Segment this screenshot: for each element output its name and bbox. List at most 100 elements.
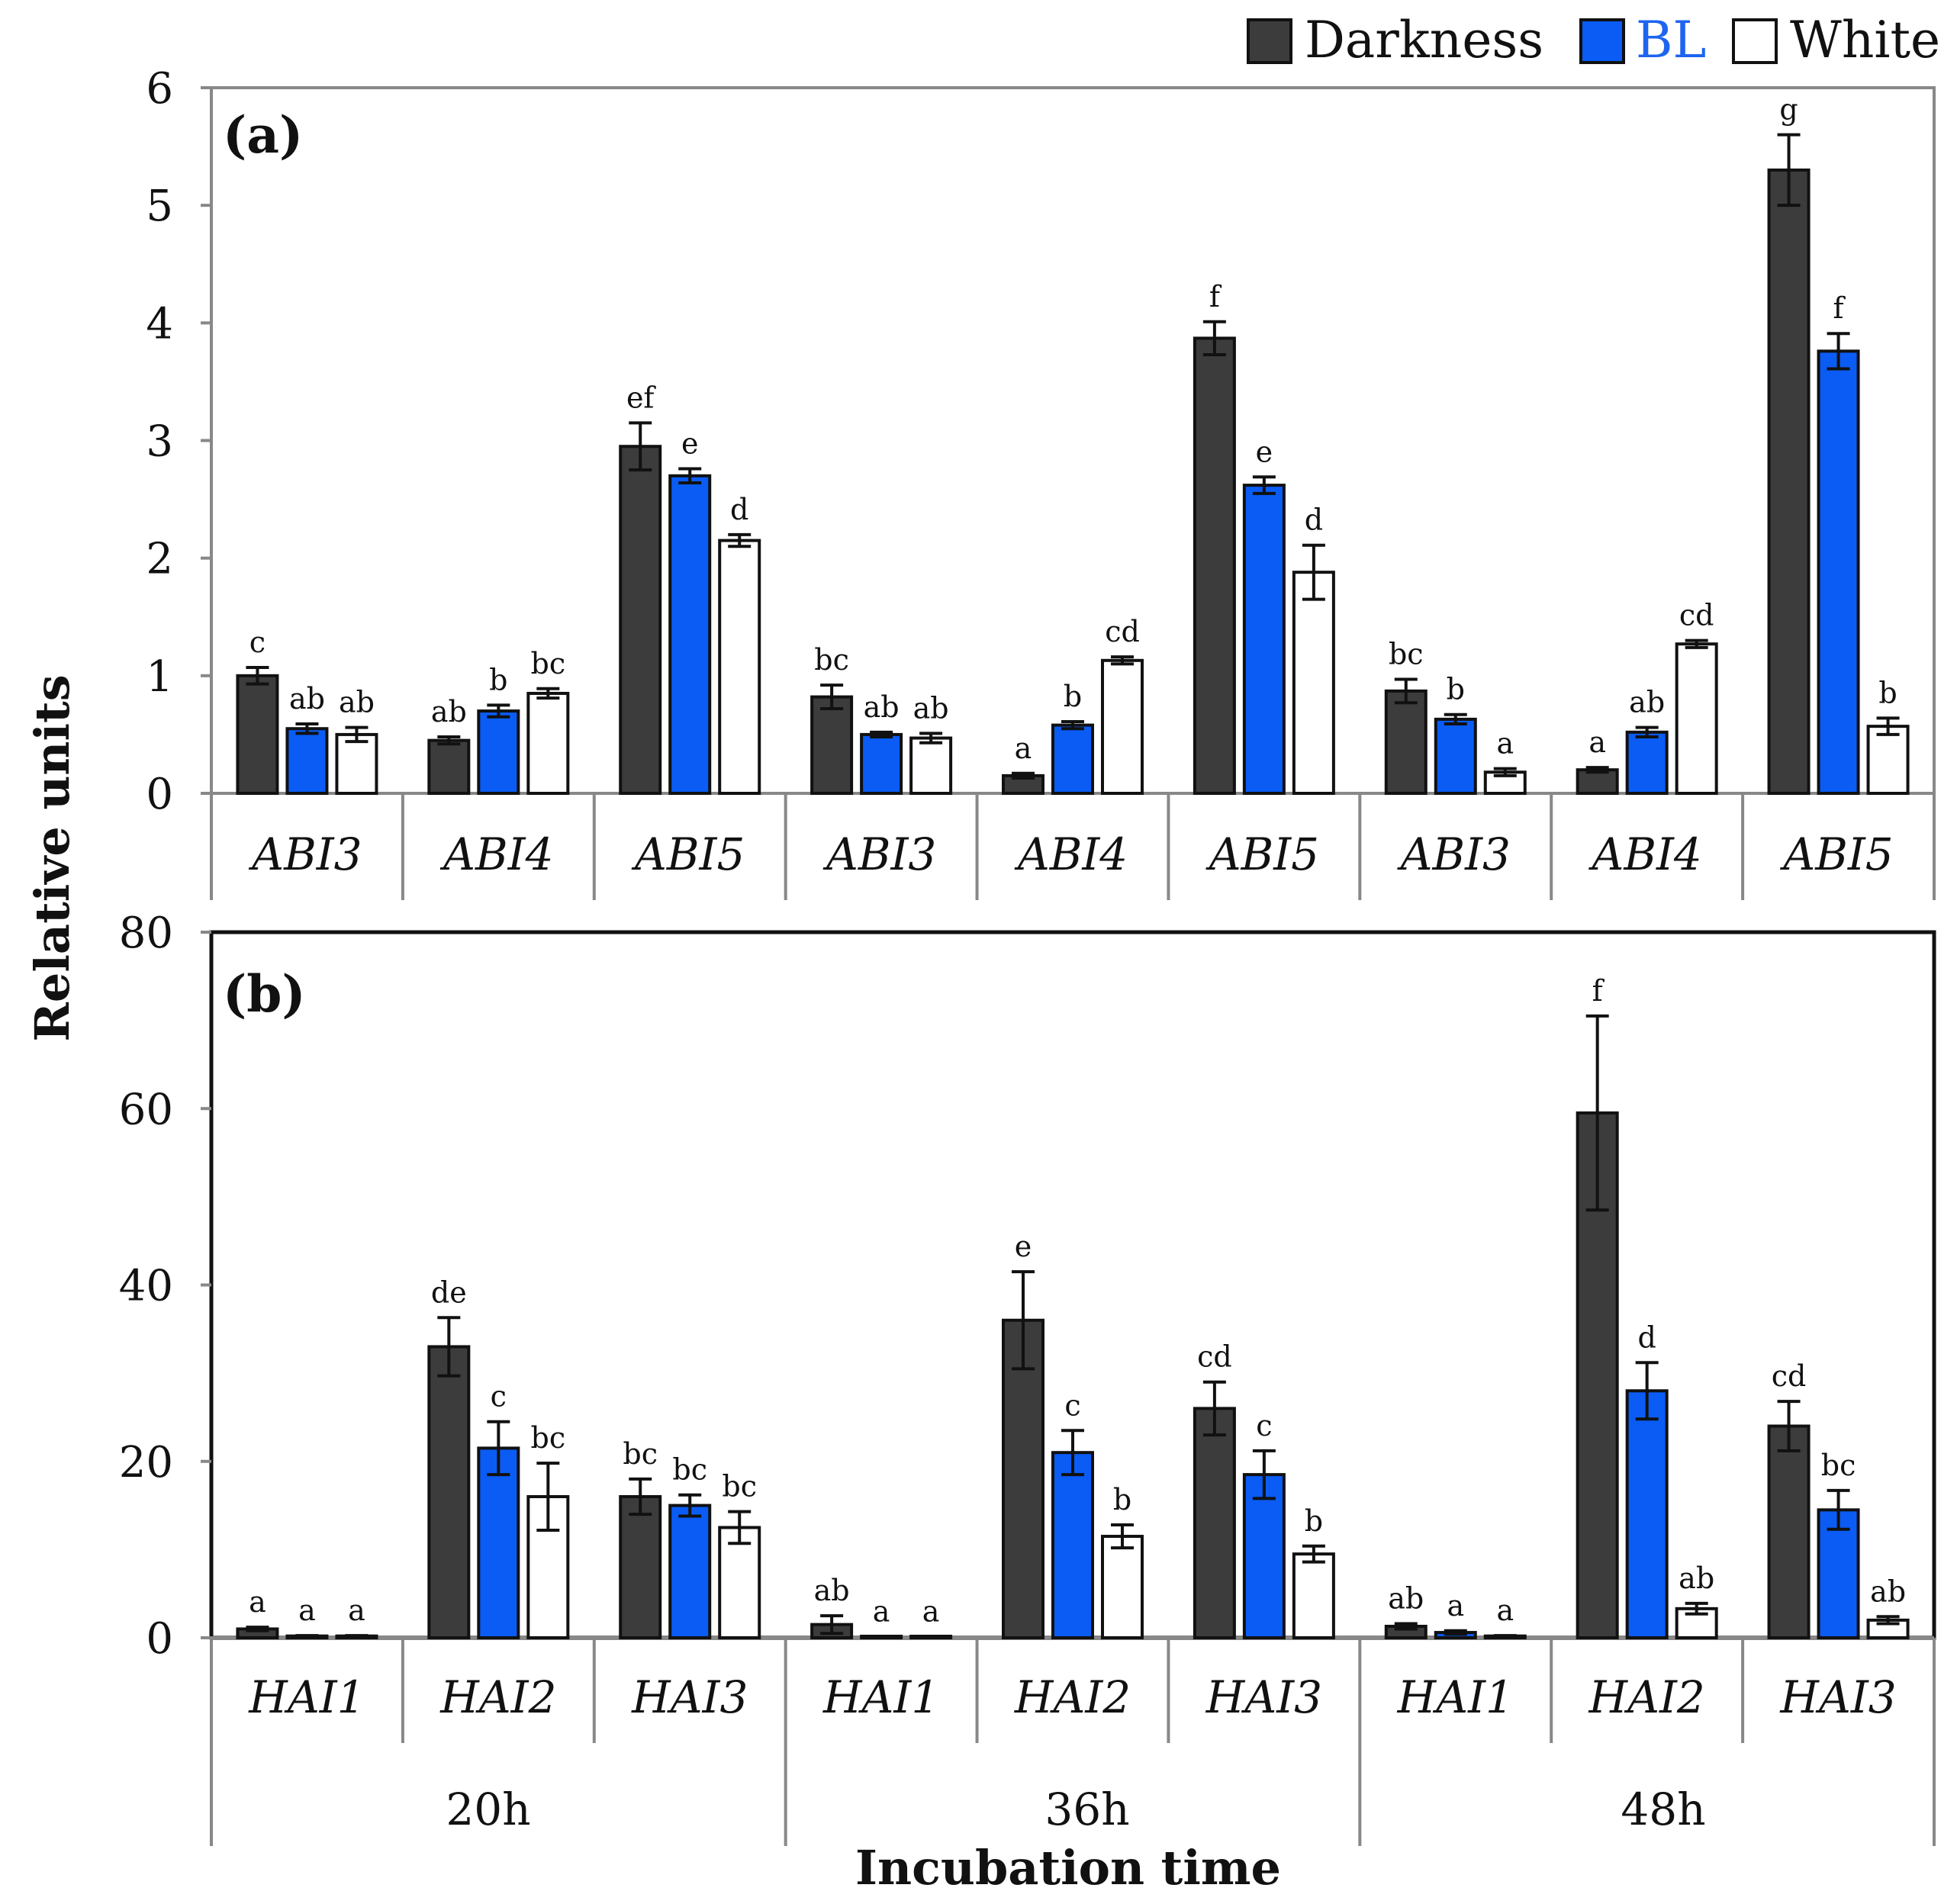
significance-letter: a: [1015, 732, 1032, 765]
y-tick-label: 80: [119, 909, 173, 958]
significance-letter: c: [491, 1380, 507, 1414]
legend: Darkness BL White: [1247, 11, 1940, 69]
significance-letter: a: [348, 1594, 365, 1627]
bar-darkness: [1384, 689, 1428, 795]
significance-letter: ab: [1629, 686, 1665, 719]
significance-letter: ab: [1870, 1574, 1906, 1608]
significance-letter: f: [1833, 291, 1846, 325]
bar-bl: [477, 1446, 520, 1639]
panel-a-gene-labels: ABI3 ABI4 ABI5 ABI3 ABI4 ABI5 ABI3 ABI4 ABI5: [248, 828, 1893, 880]
significance-letter: a: [922, 1594, 940, 1628]
y-tick-label: 0: [146, 1614, 173, 1664]
significance-letter: d: [730, 493, 748, 526]
bar-darkness: [236, 674, 279, 795]
bar-bl: [860, 732, 903, 796]
significance-letter: b: [1878, 676, 1897, 709]
bar-bl: [1625, 730, 1669, 795]
significance-letter: bc: [623, 1437, 658, 1471]
legend-label-bl: BL: [1636, 11, 1706, 69]
bar-white: [335, 732, 378, 796]
significance-letter: a: [1588, 725, 1606, 759]
gene-label: ABI4: [439, 828, 553, 880]
significance-letter: cd: [1105, 615, 1140, 648]
time-group-48h: 48h: [1621, 1783, 1705, 1835]
y-tick-label: 60: [119, 1085, 173, 1134]
gene-label: HAI1: [822, 1671, 939, 1723]
significance-letter: f: [1592, 974, 1605, 1008]
significance-letter: bc: [814, 643, 849, 677]
significance-letter: bc: [1821, 1449, 1856, 1482]
legend-swatch-bl: [1579, 18, 1625, 64]
gene-label: HAI3: [1779, 1671, 1896, 1723]
y-tick-label: 2: [146, 535, 173, 584]
gene-label: ABI4: [1588, 828, 1702, 880]
bar-white: [1866, 725, 1910, 795]
significance-letter: c: [1064, 1388, 1080, 1422]
significance-letter: e: [1256, 435, 1273, 468]
y-tick-label: 40: [119, 1262, 173, 1311]
gene-label: HAI2: [439, 1671, 556, 1723]
significance-letter: bc: [1389, 637, 1424, 671]
legend-label-darkness: Darkness: [1305, 11, 1543, 69]
bar-bl: [1242, 1473, 1286, 1639]
significance-letter: ab: [431, 695, 467, 728]
bar-darkness: [1193, 336, 1236, 795]
significance-letter: a: [1496, 727, 1514, 761]
time-group-36h: 36h: [1044, 1783, 1129, 1835]
significance-letter: ab: [1679, 1561, 1714, 1595]
significance-letter: bc: [531, 1421, 566, 1455]
significance-letter: ab: [864, 690, 900, 724]
gene-label: ABI3: [248, 828, 362, 880]
legend-swatch-darkness: [1247, 18, 1292, 64]
bar-white: [718, 539, 761, 796]
bar-darkness: [1002, 1318, 1044, 1639]
bar-bl: [1817, 349, 1860, 796]
gene-label: HAI3: [631, 1671, 748, 1723]
significance-letter: bc: [722, 1470, 757, 1504]
bar-darkness: [1767, 1424, 1811, 1639]
y-tick-label: 20: [119, 1438, 173, 1488]
significance-letter: ab: [814, 1574, 850, 1607]
bar-darkness: [427, 738, 471, 795]
bar-darkness: [1193, 1407, 1236, 1639]
significance-letter: b: [1305, 1504, 1323, 1538]
bar-bl: [1625, 1389, 1669, 1639]
significance-letter: b: [489, 663, 507, 696]
significance-letter: bc: [531, 647, 566, 680]
significance-letter: a: [298, 1594, 316, 1627]
significance-letter: g: [1779, 93, 1798, 127]
significance-letter: b: [1447, 673, 1465, 706]
bar-white: [1675, 642, 1718, 795]
significance-letter: ab: [339, 686, 375, 719]
gene-label: ABI3: [822, 828, 936, 880]
gene-label: ABI5: [631, 828, 745, 880]
significance-letter: d: [1305, 503, 1323, 537]
bar-darkness: [810, 695, 854, 795]
legend-swatch-white: [1732, 18, 1778, 64]
significance-letter: d: [1638, 1320, 1656, 1354]
significance-letter: ab: [913, 691, 949, 725]
panel-b-gene-labels: HAI1 HAI2 HAI3 HAI1 HAI2 HAI3 HAI1 HAI2 HAI3: [248, 1671, 1896, 1723]
gene-label: HAI2: [1014, 1671, 1131, 1723]
bar-white: [718, 1526, 761, 1639]
y-tick-label: 0: [146, 770, 173, 819]
x-axis-title: Incubation time: [855, 1840, 1281, 1896]
bar-bl: [668, 474, 712, 795]
bar-bl: [1434, 717, 1477, 795]
panel-a-y-ticks: 0 1 2 3 4 5 6: [146, 64, 211, 819]
significance-letter: ef: [626, 381, 656, 414]
bar-bl: [285, 727, 329, 795]
significance-letter: ab: [289, 682, 325, 716]
panel-b-y-ticks: 0 20 40 60 80: [119, 909, 211, 1664]
significance-letter: b: [1064, 680, 1082, 713]
y-tick-label: 1: [146, 652, 173, 702]
y-tick-label: 3: [146, 417, 173, 467]
bar-darkness: [427, 1345, 471, 1639]
bar-darkness: [1767, 168, 1811, 795]
gene-label: HAI1: [1397, 1671, 1514, 1723]
bar-darkness: [619, 1495, 662, 1639]
significance-letter: c: [1256, 1409, 1272, 1442]
y-tick-label: 6: [146, 64, 173, 114]
